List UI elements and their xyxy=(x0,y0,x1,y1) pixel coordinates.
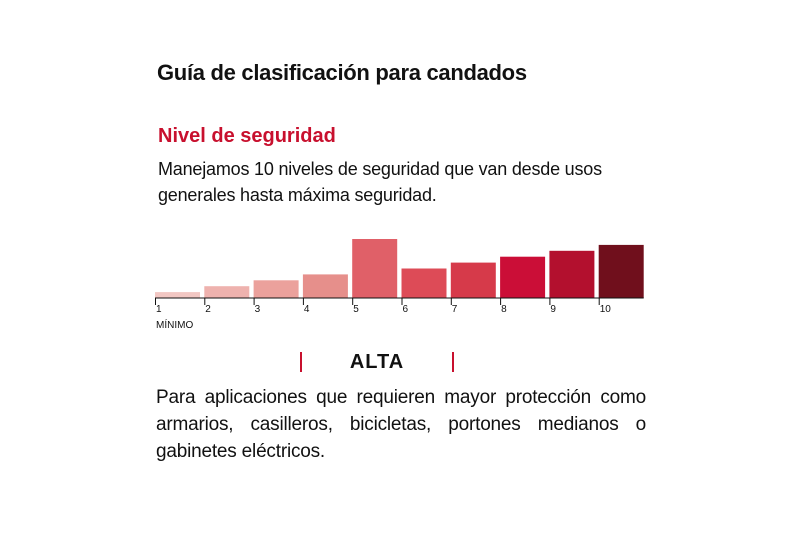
security-level-chart-svg: 1 2 3 4 5 6 7 8 9 10 MÍNIMO xyxy=(155,239,644,331)
selected-level-label: ALTA xyxy=(296,350,458,376)
level-bar-1 xyxy=(155,292,200,298)
chart-min-label: MÍNIMO xyxy=(156,318,193,331)
level-bar-2 xyxy=(204,286,250,298)
level-tick-label-4: 4 xyxy=(304,304,310,315)
level-bar-3 xyxy=(253,280,299,298)
level-tick-label-5: 5 xyxy=(353,304,359,315)
security-level-chart: 1 2 3 4 5 6 7 8 9 10 MÍNIMO xyxy=(150,230,650,340)
level-tick-label-3: 3 xyxy=(255,304,261,315)
level-bar-8 xyxy=(500,256,546,298)
level-bar-4 xyxy=(302,274,348,298)
level-bar-6 xyxy=(401,268,447,298)
level-bar-9 xyxy=(549,250,595,298)
level-label-right-marker xyxy=(452,352,454,372)
level-bar-7 xyxy=(450,262,496,298)
level-label-left-marker xyxy=(300,352,302,372)
section-description: Manejamos 10 niveles de seguridad que va… xyxy=(158,159,602,205)
level-bar-10 xyxy=(598,244,644,298)
level-bar-5 xyxy=(352,239,398,298)
level-tick-label-6: 6 xyxy=(403,304,409,315)
level-tick-label-1: 1 xyxy=(156,304,162,315)
level-tick-label-7: 7 xyxy=(452,304,458,315)
level-tick-label-10: 10 xyxy=(600,304,612,315)
level-tick-label-9: 9 xyxy=(550,304,556,315)
selected-level-description: Para aplicaciones que requieren mayor pr… xyxy=(156,387,646,462)
level-tick-label-2: 2 xyxy=(205,304,211,315)
selected-level-name: ALTA xyxy=(349,351,405,373)
section-heading: Nivel de seguridad xyxy=(158,125,336,147)
guide-title: Guía de clasificación para candados xyxy=(157,60,527,85)
level-tick-label-8: 8 xyxy=(501,304,507,315)
